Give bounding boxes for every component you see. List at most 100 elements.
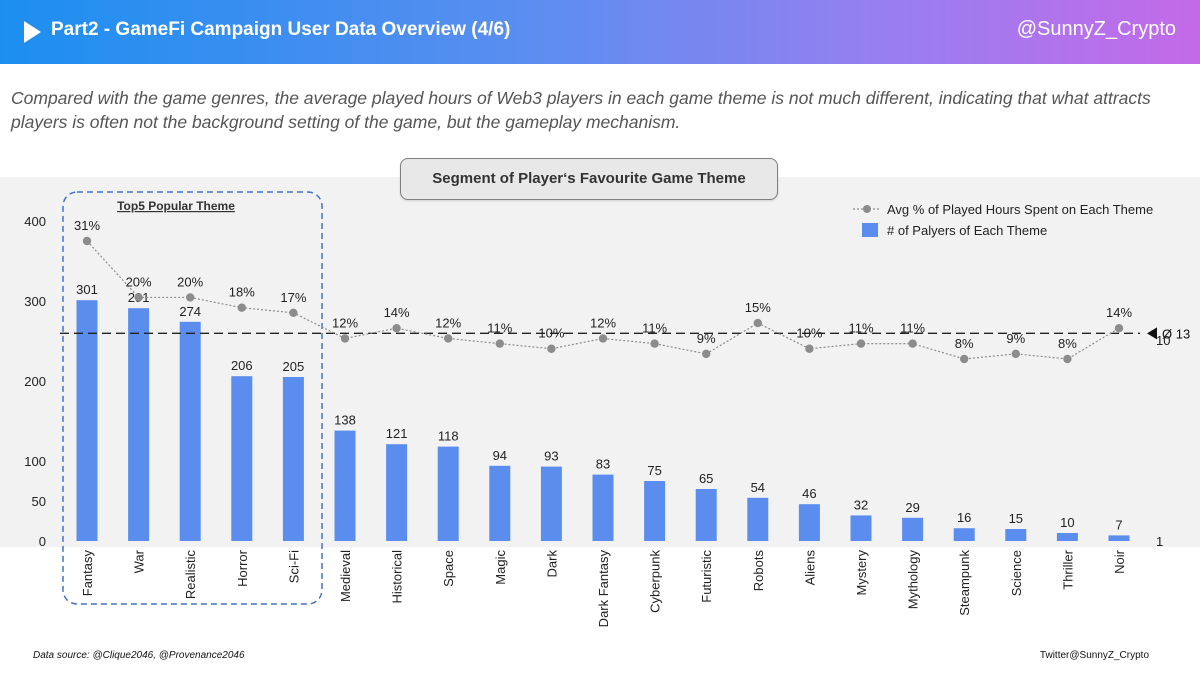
avg-hours-point — [340, 334, 350, 343]
avg-hours-label: 31% — [74, 218, 100, 233]
bar — [902, 517, 924, 541]
page-title: Part2 - GameFi Campaign User Data Overvi… — [51, 19, 511, 40]
bar-value-label: 301 — [76, 282, 98, 297]
avg-hours-point — [908, 339, 917, 348]
avg-hours-label: 8% — [1058, 336, 1077, 351]
avg-hours-point — [547, 344, 556, 353]
left-axis-tick-label: 100 — [24, 454, 46, 469]
bar — [128, 308, 150, 541]
category-label: Historical — [390, 550, 405, 604]
bar — [386, 444, 408, 541]
bar-value-label: 65 — [699, 471, 713, 486]
avg-hours-label: 8% — [955, 336, 974, 351]
category-label: War — [132, 549, 147, 573]
bar — [540, 466, 562, 541]
category-label: Dark — [544, 550, 559, 578]
category-label: Aliens — [802, 550, 817, 586]
avg-hours-label: 12% — [435, 315, 461, 330]
bar-value-label: 75 — [647, 463, 661, 478]
bar-value-label: 205 — [283, 359, 305, 374]
bar-value-label: 54 — [751, 480, 765, 495]
category-label: Robots — [751, 550, 766, 592]
avg-hours-label: 15% — [745, 300, 771, 315]
bar — [179, 321, 201, 541]
bar-value-label: 93 — [544, 449, 558, 464]
header-banner: Part2 - GameFi Campaign User Data Overvi… — [0, 0, 1200, 64]
category-label: Space — [441, 550, 456, 587]
bar-value-label: 121 — [386, 426, 408, 441]
category-label: Science — [1009, 550, 1024, 596]
bar — [231, 376, 253, 541]
avg-hours-label: 14% — [384, 305, 410, 320]
bar — [282, 377, 304, 541]
bar — [76, 300, 98, 541]
category-label: Dark Fantasy — [596, 550, 611, 628]
bar-value-label: 46 — [802, 486, 816, 501]
avg-hours-label: 11% — [848, 321, 873, 336]
bar — [1005, 529, 1027, 541]
avg-hours-point — [82, 236, 92, 246]
avg-hours-label: 20% — [126, 274, 152, 289]
bar — [644, 481, 666, 541]
left-axis-tick-label: 0 — [39, 534, 46, 549]
bar — [437, 446, 459, 541]
avg-hours-point — [134, 293, 143, 302]
footer-credit: Twitter@SunnyZ_Crypto — [1039, 650, 1149, 661]
bar-value-label: 32 — [854, 497, 868, 512]
legend-line-marker — [863, 205, 871, 213]
category-label: Fantasy — [80, 550, 95, 597]
avg-hours-point — [598, 334, 608, 343]
bar — [489, 465, 511, 541]
data-source: Data source: @Clique2046, @Provenance204… — [33, 650, 245, 661]
legend-line-label: Avg % of Played Hours Spent on Each Them… — [887, 202, 1153, 217]
avg-hours-label: 9% — [697, 331, 716, 346]
legend-bar-swatch — [862, 223, 878, 237]
legend-bar-label: # of Palyers of Each Theme — [887, 223, 1047, 238]
average-pointer-icon — [1147, 327, 1157, 340]
chart-title-box: Segment of Player‘s Favourite Game Theme — [400, 158, 778, 200]
avg-hours-point — [1114, 324, 1124, 333]
avg-hours-point — [805, 344, 814, 353]
left-axis-tick-label: 300 — [24, 294, 46, 309]
category-label: Cyberpunk — [648, 550, 663, 613]
bar — [747, 497, 769, 541]
avg-hours-line — [86, 240, 1120, 360]
avg-hours-point — [856, 339, 866, 348]
bar-value-label: 94 — [493, 448, 507, 463]
average-label: Ø 13 — [1162, 326, 1190, 341]
avg-hours-label: 10% — [796, 326, 822, 341]
avg-hours-point — [1011, 349, 1020, 359]
bar-value-label: 118 — [438, 429, 459, 444]
avg-hours-point — [1063, 354, 1072, 364]
avg-hours-point — [186, 293, 195, 302]
category-label: Magic — [493, 550, 508, 585]
avg-hours-point — [702, 349, 711, 359]
avg-hours-label: 17% — [280, 290, 306, 305]
category-label: Mystery — [854, 550, 869, 596]
right-axis-tick-label: 10 — [1156, 333, 1170, 348]
bar — [592, 474, 614, 541]
bar-value-label: 10 — [1060, 515, 1074, 530]
avg-hours-point — [289, 308, 298, 318]
bar — [1056, 533, 1078, 541]
avg-hours-point — [960, 354, 969, 364]
avg-hours-label: 18% — [229, 285, 255, 300]
avg-hours-point — [753, 318, 762, 328]
bar — [953, 528, 975, 541]
bar — [334, 430, 356, 541]
right-axis-tick-label: 1 — [1156, 534, 1163, 549]
bar — [798, 504, 820, 541]
avg-hours-point — [495, 339, 504, 348]
left-axis-tick-label: 200 — [24, 374, 46, 389]
avg-hours-point — [444, 334, 453, 343]
chart-title: Segment of Player‘s Favourite Game Theme — [432, 170, 746, 187]
bar-value-label: 7 — [1115, 517, 1122, 532]
bar — [1108, 535, 1130, 541]
category-label: Futuristic — [699, 550, 714, 603]
play-arrow-icon — [24, 21, 41, 43]
category-label: Mythology — [906, 550, 921, 610]
avg-hours-label: 14% — [1106, 305, 1132, 320]
category-label: Thriller — [1060, 549, 1075, 589]
category-label: Horror — [235, 549, 250, 587]
left-axis-tick-label: 50 — [32, 494, 46, 509]
